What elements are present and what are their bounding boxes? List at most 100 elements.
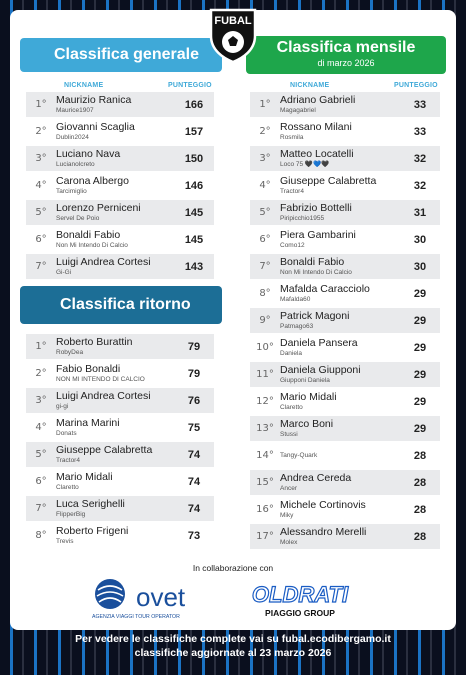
player-points: 33 xyxy=(413,98,427,111)
generale-title: Classifica generale xyxy=(54,46,199,63)
player-name: Luigi Andrea Cortesi xyxy=(56,390,151,402)
player: Andrea Cereda Ancer xyxy=(280,473,400,492)
rank: 5° xyxy=(35,449,47,460)
rank: 2° xyxy=(35,368,47,379)
table-row: 6° Piera Gambarini Como12 30 xyxy=(250,227,440,252)
player-points: 30 xyxy=(413,233,427,246)
player-nickname: Loco 75 🖤💙🖤 xyxy=(280,160,330,168)
player-name: Fabrizio Bottelli xyxy=(280,202,352,214)
table-row: 16° Michele Cortinovis Miky 28 xyxy=(250,497,440,522)
player-points: 29 xyxy=(413,341,427,354)
rank: 4° xyxy=(35,422,47,433)
mensile-title: Classifica mensile xyxy=(276,39,416,56)
rank: 6° xyxy=(35,476,47,487)
player: Luca Serighelli FlipperBig xyxy=(56,499,174,518)
player-nickname: Donats xyxy=(56,429,77,437)
player-name: Piera Gambarini xyxy=(280,229,356,241)
player-name: Luigi Andrea Cortesi xyxy=(56,256,151,268)
player: Daniela Pansera Daniela xyxy=(280,338,400,357)
player-name: Roberto Frigeni xyxy=(56,525,129,537)
player-nickname: Dublin2024 xyxy=(56,133,89,141)
table-row: 3° Matteo Locatelli Loco 75 🖤💙🖤 32 xyxy=(250,146,440,171)
table-row: 1° Roberto Burattin RobyDea 79 xyxy=(26,334,214,359)
player-name: Bonaldi Fabio xyxy=(280,256,345,268)
player: Mario Midali Claretto xyxy=(280,392,400,411)
player-name: Luciano Nava xyxy=(56,148,121,160)
rank: 3° xyxy=(259,153,271,164)
rank: 6° xyxy=(35,234,47,245)
collab-text: In collaborazione con xyxy=(192,563,274,573)
mensile-subtitle: di marzo 2026 xyxy=(317,58,375,68)
rank: 7° xyxy=(259,261,271,272)
player: Piera Gambarini Como12 xyxy=(280,230,400,249)
table-row: 4° Carona Albergo Tarcimiglio 146 xyxy=(26,173,214,198)
player-name: Maurizio Ranica xyxy=(56,94,132,106)
rank: 8° xyxy=(35,530,47,541)
player-nickname: Stussi xyxy=(280,430,298,438)
player-name: Rossano Milani xyxy=(280,121,352,133)
rank: 4° xyxy=(35,180,47,191)
player: Giovanni Scaglia Dublin2024 xyxy=(56,122,174,141)
player-points: 79 xyxy=(187,367,201,380)
player-name: Bonaldi Fabio xyxy=(56,229,121,241)
player-nickname: Maurice1907 xyxy=(56,106,94,114)
player-name: Matteo Locatelli xyxy=(280,148,354,160)
player-name: Lorenzo Perniceni xyxy=(56,202,141,214)
classifica-ritorno-header: Classifica ritorno xyxy=(20,286,222,324)
table-row: 4° Giuseppe Calabretta Tractor4 32 xyxy=(250,173,440,198)
rank: 1° xyxy=(35,341,47,352)
table-row: 5° Fabrizio Bottelli Piripicchio1955 31 xyxy=(250,200,440,225)
player: Carona Albergo Tarcimiglio xyxy=(56,176,174,195)
table-row: 2° Fabio Bonaldi NON MI INTENDO DI CALCIO 7… xyxy=(26,361,214,386)
rank: 13° xyxy=(256,423,274,434)
table-row: 1° Adriano Gabrieli Magagabriel 33 xyxy=(250,92,440,117)
rank: 7° xyxy=(35,503,47,514)
rank: 7° xyxy=(35,261,47,272)
footer: Per vedere le classifiche complete vai s… xyxy=(0,632,466,660)
player: Luciano Nava Lucianolcreto xyxy=(56,149,174,168)
player: Mario Midali Claretto xyxy=(56,472,174,491)
player: Maurizio Ranica Maurice1907 xyxy=(56,95,174,114)
player: Bonaldi Fabio Non Mi Intendo Di Calcio xyxy=(280,257,400,276)
mensile-col-nickname: NICKNAME xyxy=(290,82,330,89)
player-nickname: Ancer xyxy=(280,484,297,492)
rank: 2° xyxy=(35,126,47,137)
table-row: 12° Mario Midali Claretto 29 xyxy=(250,389,440,414)
player-points: 28 xyxy=(413,503,427,516)
player-nickname: Tangy-Quark xyxy=(280,452,318,460)
player: Tangy-Quark xyxy=(280,451,400,460)
rank: 1° xyxy=(259,99,271,110)
player-points: 29 xyxy=(413,368,427,381)
player-name: Michele Cortinovis xyxy=(280,499,366,511)
player-name: Giuseppe Calabretta xyxy=(56,444,153,456)
table-row: 7° Bonaldi Fabio Non Mi Intendo Di Calcio 3… xyxy=(250,254,440,279)
rank: 4° xyxy=(259,180,271,191)
rank: 5° xyxy=(259,207,271,218)
player-points: 32 xyxy=(413,152,427,165)
table-row: 5° Lorenzo Perniceni Servel De Poio 145 xyxy=(26,200,214,225)
player-nickname: Tractor4 xyxy=(56,456,80,464)
player-points: 145 xyxy=(184,233,204,246)
rank: 14° xyxy=(256,450,274,461)
player-nickname: Servel De Poio xyxy=(56,214,100,222)
table-row: 13° Marco Boni Stussi 29 xyxy=(250,416,440,441)
rank: 5° xyxy=(35,207,47,218)
player: Lorenzo Perniceni Servel De Poio xyxy=(56,203,174,222)
table-row: 2° Rossano Milani Rosmila 33 xyxy=(250,119,440,144)
table-row: 2° Giovanni Scaglia Dublin2024 157 xyxy=(26,119,214,144)
player-nickname: Claretto xyxy=(280,403,303,411)
player: Luigi Andrea Cortesi gi-gi xyxy=(56,391,174,410)
player-nickname: Giupponi Daniela xyxy=(280,376,330,384)
player: Fabrizio Bottelli Piripicchio1955 xyxy=(280,203,400,222)
rank: 11° xyxy=(256,369,274,380)
classifica-mensile-header: Classifica mensile di marzo 2026 xyxy=(246,36,446,74)
table-row: 7° Luigi Andrea Cortesi Gi-Gi 143 xyxy=(26,254,214,279)
player: Marina Marini Donats xyxy=(56,418,174,437)
rank: 3° xyxy=(35,395,47,406)
rank: 10° xyxy=(256,342,274,353)
ritorno-title: Classifica ritorno xyxy=(60,296,191,313)
player-nickname: Molex xyxy=(280,538,298,546)
rank: 2° xyxy=(259,126,271,137)
player-nickname: Piripicchio1955 xyxy=(280,214,325,222)
rank: 15° xyxy=(256,477,274,488)
